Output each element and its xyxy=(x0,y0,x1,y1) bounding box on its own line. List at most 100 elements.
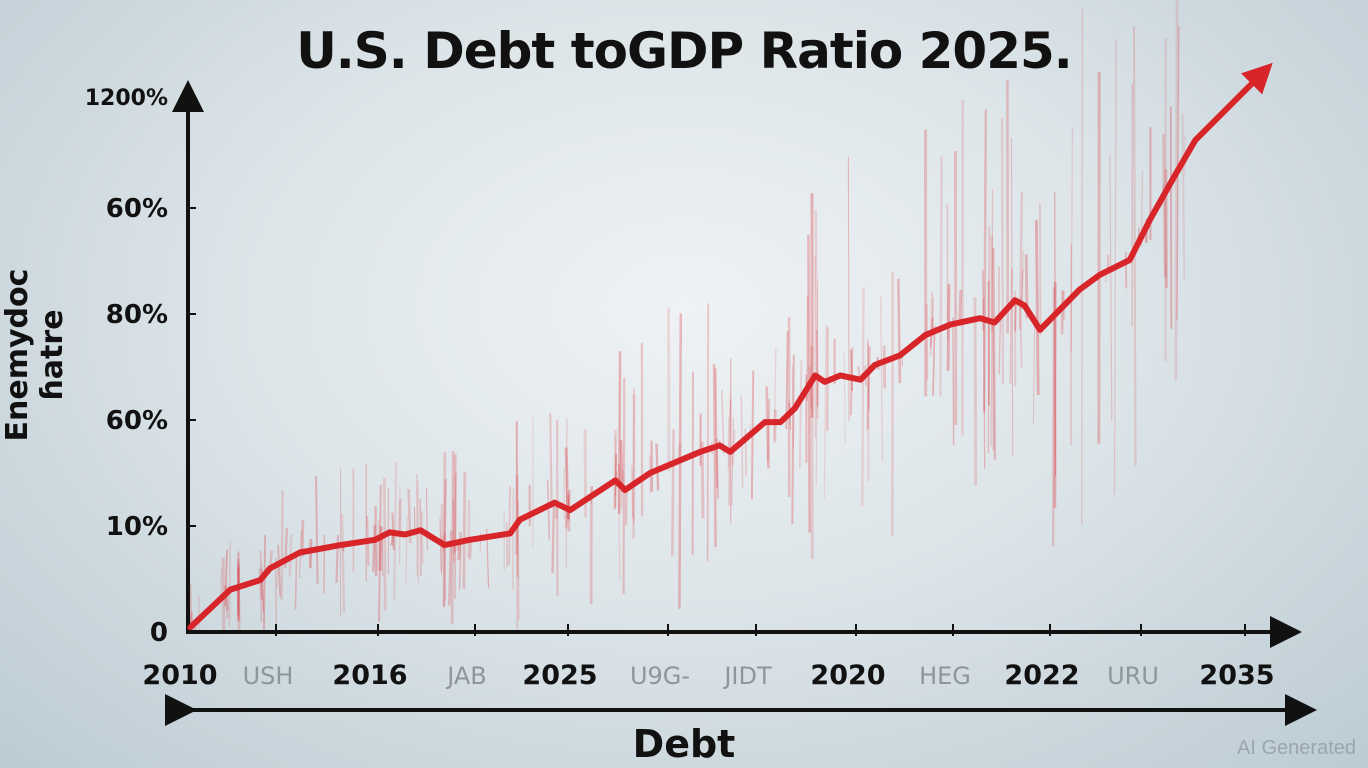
data-point xyxy=(727,449,733,455)
noise-streak xyxy=(1169,106,1173,329)
data-point xyxy=(837,372,843,378)
noise-streak xyxy=(398,498,402,535)
noise-streak xyxy=(198,595,200,633)
x-tick-label: 2025 xyxy=(522,660,597,691)
data-point xyxy=(442,542,448,548)
noise-streak xyxy=(843,351,846,443)
noise-streak xyxy=(712,363,717,548)
noise-streak xyxy=(583,429,588,518)
x-tick-label: JIDT xyxy=(722,662,772,690)
noise-streak xyxy=(861,287,865,507)
data-point xyxy=(822,379,828,385)
data-point xyxy=(467,537,473,543)
noise-streak xyxy=(315,475,319,584)
noise-streak xyxy=(814,209,819,419)
noise-streak xyxy=(631,465,634,518)
noise-streak xyxy=(650,440,654,492)
noise-streak xyxy=(1070,127,1074,353)
noise-streak xyxy=(419,498,422,577)
noise-streak xyxy=(1060,290,1065,335)
noise-streak xyxy=(294,554,298,610)
noise-streak xyxy=(511,488,515,591)
noise-streak xyxy=(280,489,284,600)
data-point xyxy=(858,377,863,383)
data-point xyxy=(372,537,378,543)
noise-streak xyxy=(1000,117,1005,385)
noise-streak xyxy=(376,519,380,571)
data-point xyxy=(1037,327,1043,333)
noise-streak xyxy=(714,368,718,489)
noise-streak xyxy=(259,550,263,623)
noise-streak xyxy=(700,441,705,519)
noise-streak xyxy=(939,156,943,397)
x-tick-label: 2035 xyxy=(1199,660,1274,691)
data-point xyxy=(337,542,343,548)
data-point xyxy=(1147,217,1153,223)
noise-streak xyxy=(515,420,519,578)
data-point xyxy=(507,530,513,536)
data-point xyxy=(187,625,193,631)
noise-streak xyxy=(617,351,622,515)
noise-streak xyxy=(442,452,447,607)
data-point xyxy=(552,500,558,506)
x-tick-label: U9G- xyxy=(630,662,690,690)
noise-streak xyxy=(932,326,936,396)
data-point xyxy=(947,322,953,328)
noise-streak xyxy=(426,488,428,551)
noise-streak xyxy=(420,510,424,564)
data-point xyxy=(1022,303,1028,309)
y-tick-label: 60% xyxy=(106,194,168,224)
data-point xyxy=(417,527,423,533)
noise-streak xyxy=(224,585,229,611)
data-point xyxy=(1172,172,1178,178)
noise-streak xyxy=(990,235,994,331)
noise-streak xyxy=(998,315,1002,375)
noise-streak xyxy=(416,474,418,576)
noise-streak xyxy=(849,349,854,392)
noise-streak xyxy=(371,525,377,572)
noise-streak xyxy=(798,360,803,469)
noise-streak xyxy=(1174,0,1179,381)
noise-streak xyxy=(1010,137,1014,457)
x-tick-label: JAB xyxy=(445,662,487,690)
noise-streak xyxy=(791,355,795,524)
noise-streak xyxy=(443,479,447,549)
x-tick-label: 2020 xyxy=(810,660,885,691)
watermark: AI Generated xyxy=(1237,737,1356,759)
data-point xyxy=(227,587,233,593)
noise-streak xyxy=(450,450,455,625)
noise-streak xyxy=(335,535,340,583)
data-point xyxy=(257,577,263,583)
data-point xyxy=(812,372,818,378)
data-point xyxy=(647,470,653,476)
data-point xyxy=(922,332,928,338)
noise-streak xyxy=(258,568,263,600)
data-point xyxy=(297,550,303,555)
noise-streak xyxy=(958,289,963,325)
noise-streak xyxy=(815,281,819,486)
x-tick-label: USH xyxy=(243,662,294,690)
noise-streak xyxy=(882,345,887,389)
x-tick-label: 2016 xyxy=(332,660,407,691)
noise-streak xyxy=(549,413,553,508)
noise-streak xyxy=(987,226,990,454)
data-point xyxy=(267,565,273,571)
noise-streak xyxy=(847,156,850,421)
noise-streak xyxy=(236,552,241,633)
noise-streak xyxy=(929,291,933,356)
noise-streak xyxy=(721,389,725,455)
noise-streak xyxy=(952,317,955,446)
y-tick-label: 0 xyxy=(150,618,168,648)
noise-streak xyxy=(515,474,519,555)
data-point xyxy=(697,449,703,455)
noise-streak xyxy=(383,477,387,611)
data-point xyxy=(1257,73,1263,78)
noise-streak xyxy=(454,473,457,599)
data-point xyxy=(762,419,768,425)
noise-streak xyxy=(925,304,929,380)
noise-streak xyxy=(507,486,512,566)
noise-streak xyxy=(766,398,771,462)
data-point xyxy=(612,477,618,483)
chart-title: U.S. Debt toGDP Ratio 2025. xyxy=(296,22,1073,80)
data-point xyxy=(992,319,998,325)
